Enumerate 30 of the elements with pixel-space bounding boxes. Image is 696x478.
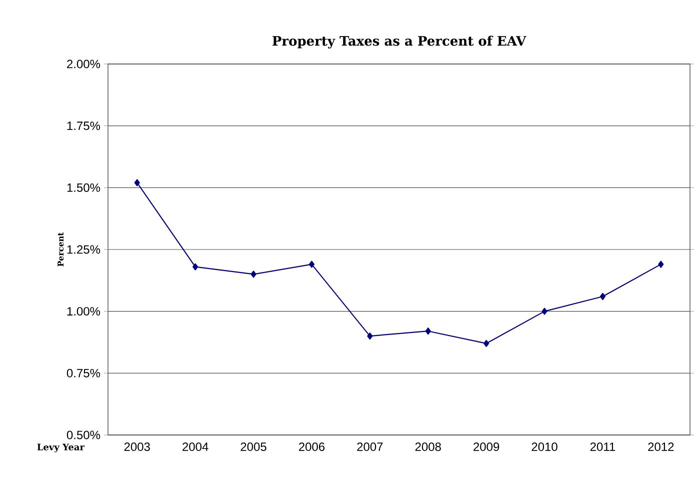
point (250, 270, 256, 278)
point (600, 292, 606, 300)
point (658, 260, 664, 268)
x-tick-label: 2003 (124, 442, 150, 452)
point (192, 263, 198, 270)
y-tick-label: 1.50% (67, 183, 100, 192)
point (367, 332, 373, 340)
x-tick-label: 2004 (182, 442, 208, 452)
y-axis-title: Percent (58, 232, 64, 266)
x-axis-title: Levy Year (37, 444, 85, 452)
x-tick-label: 2006 (298, 442, 325, 452)
y-tick-label: 1.25% (67, 245, 100, 254)
chart-title: Property Taxes as a Percent of EAV (272, 36, 526, 48)
x-tick-label: 2007 (357, 442, 383, 452)
point (484, 340, 490, 348)
y-tick-label: 1.00% (67, 307, 100, 316)
x-tick-label: 2010 (532, 442, 558, 452)
y-tick-label: 2.00% (67, 60, 100, 68)
y-tick-label: 0.75% (66, 368, 100, 378)
y-tick-label: 1.75% (67, 122, 100, 130)
x-tick-label: 2005 (240, 442, 266, 452)
point (542, 308, 548, 315)
x-tick-label: 2009 (474, 442, 500, 452)
y-tick-label: 0.50% (66, 430, 100, 440)
x-tick-label: 2008 (415, 442, 441, 452)
x-tick-label: 2011 (590, 442, 616, 452)
point (308, 260, 315, 268)
point (425, 328, 431, 335)
point (134, 179, 140, 186)
x-tick-label: 2012 (648, 442, 674, 452)
